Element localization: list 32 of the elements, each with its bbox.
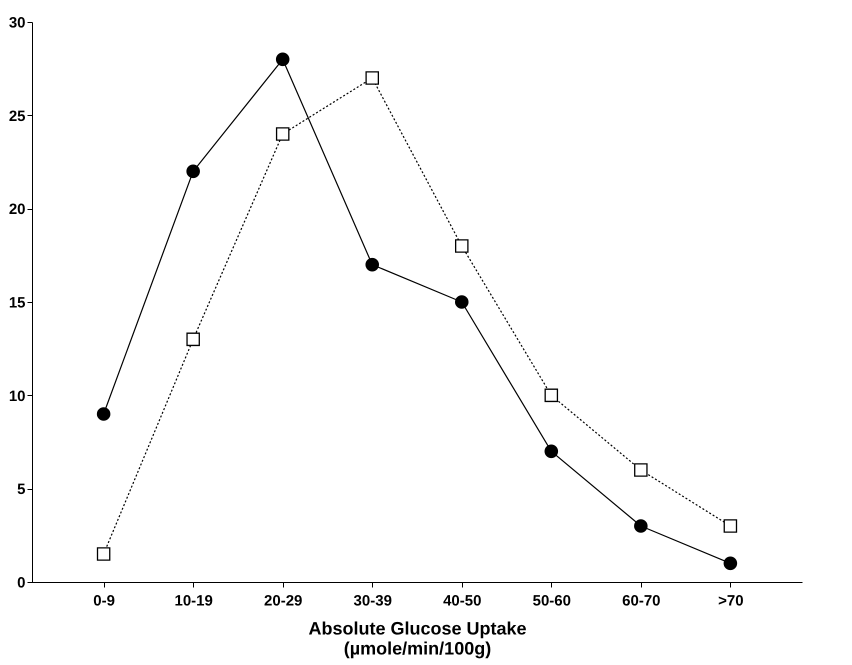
y-tick-label: 10 [8, 388, 26, 405]
x-tick-label: 10-19 [174, 592, 213, 610]
x-tick-label: 40-50 [443, 592, 482, 610]
y-tick-label: 20 [8, 201, 26, 218]
y-tick-label: 30 [8, 14, 26, 32]
x-tick-label: 60-70 [622, 592, 661, 610]
y-tick-label: 15 [8, 294, 26, 312]
y-tick-label: 0 [17, 574, 26, 592]
x-axis-title: Absolute Glucose Uptake (µmole/min/100g) [308, 618, 527, 658]
point [724, 556, 738, 570]
point [276, 127, 290, 141]
x-tick-label: 30-39 [354, 592, 392, 610]
y-tick-label: 5 [17, 481, 26, 498]
x-tick-label: >70 [718, 592, 744, 610]
point [634, 463, 648, 477]
point [634, 519, 648, 533]
point [365, 71, 380, 85]
x-tick-label: 0-9 [93, 592, 115, 610]
point [365, 258, 380, 272]
point [186, 164, 200, 178]
point [454, 239, 469, 253]
point [544, 444, 558, 458]
point [96, 547, 110, 561]
point [454, 295, 469, 309]
point [724, 519, 738, 533]
x-tick-label: 50-60 [532, 592, 571, 610]
point [276, 52, 290, 66]
y-tick-label: 25 [8, 108, 26, 125]
point [544, 388, 558, 402]
x-tick-label: 20-29 [264, 592, 302, 610]
point [96, 407, 110, 421]
point [186, 332, 200, 346]
